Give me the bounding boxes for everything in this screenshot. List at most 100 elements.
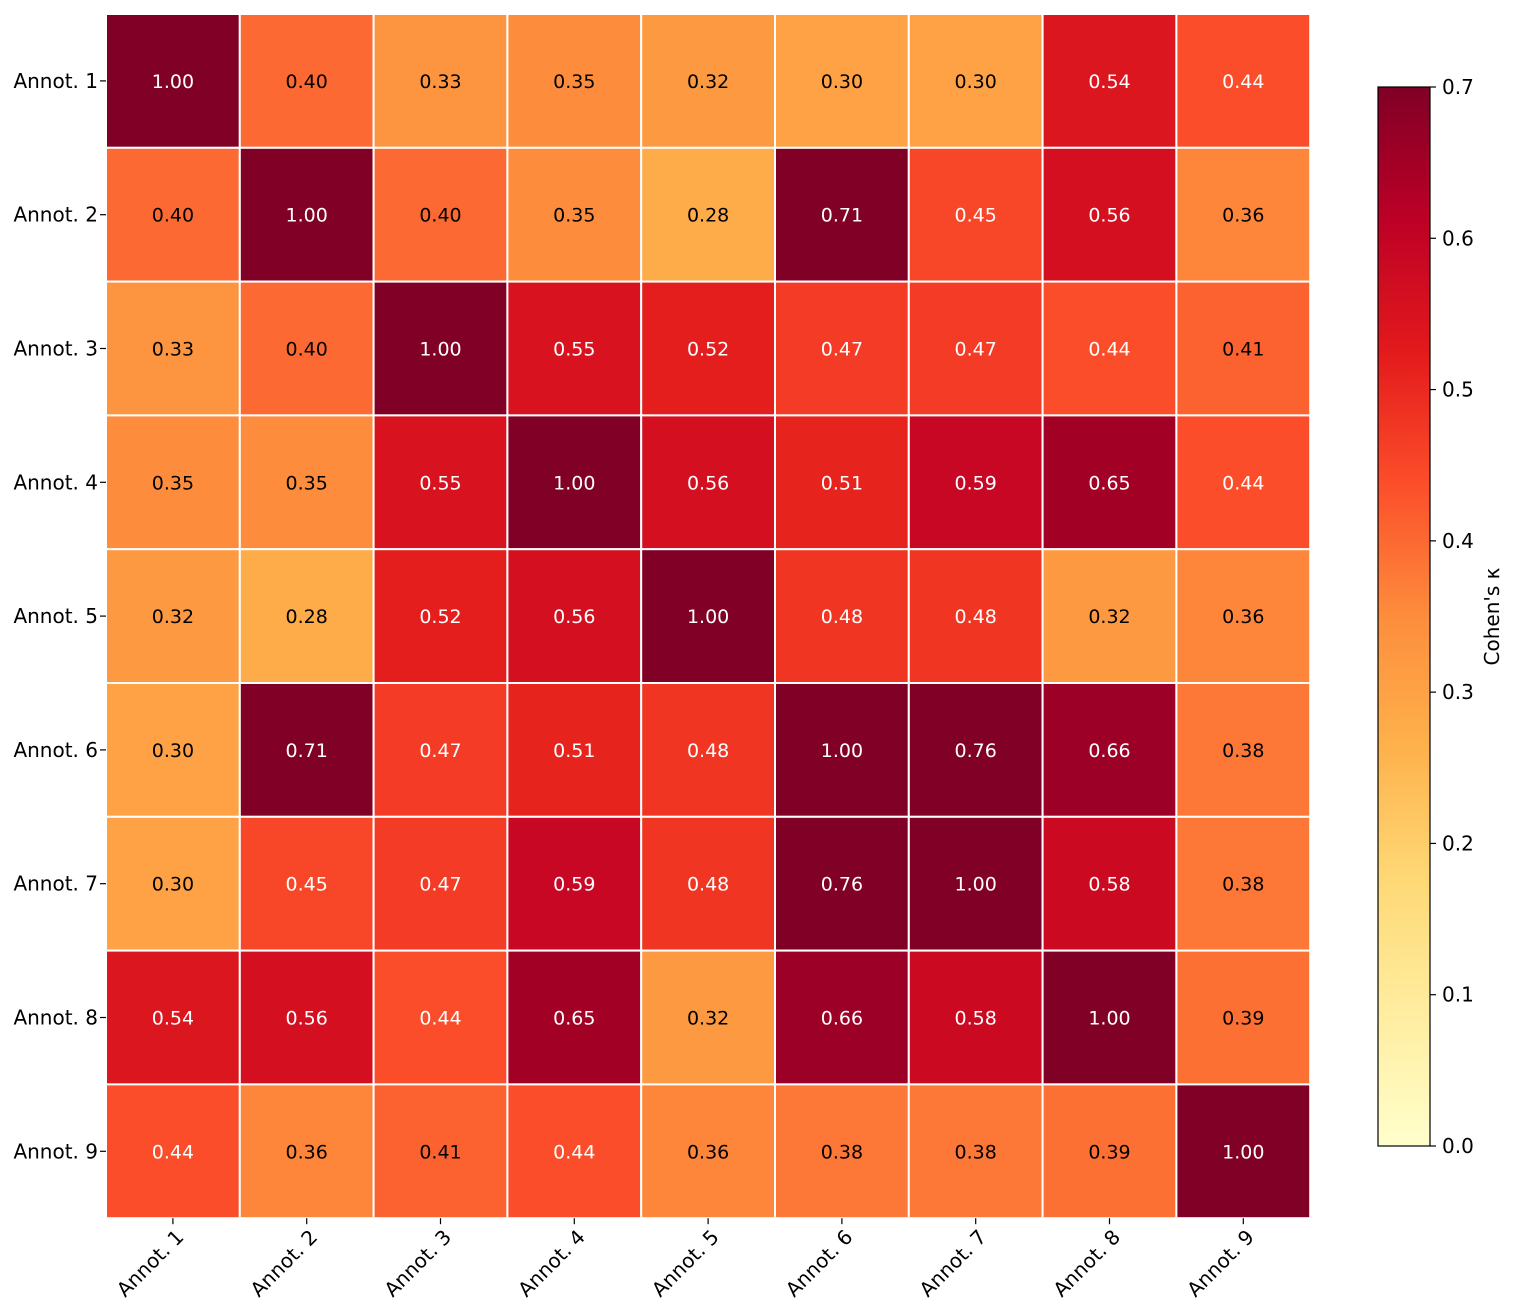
cell-value-label: 0.59 (955, 472, 997, 494)
cell-value-label: 0.59 (553, 874, 595, 896)
cell-value-label: 0.41 (1222, 339, 1264, 361)
heatmap-cell (774, 949, 910, 1086)
heatmap-cell (372, 949, 509, 1086)
x-tick-label: Annot. 7 (914, 1225, 991, 1302)
colorbar-tick-label: 0.1 (1442, 983, 1474, 1007)
x-tick-label: Annot. 1 (112, 1225, 189, 1302)
cell-value-label: 0.39 (1222, 1008, 1264, 1030)
cell-value-label: 0.35 (286, 472, 328, 494)
cell-value-label: 0.30 (821, 71, 863, 93)
cell-value-label: 0.30 (955, 71, 997, 93)
heatmap-cell (506, 1083, 643, 1220)
cell-value-label: 0.66 (1088, 740, 1130, 762)
cell-value-label: 1.00 (687, 606, 729, 628)
cell-value-label: 1.00 (1088, 1008, 1130, 1030)
heatmap-cell (372, 280, 509, 417)
cell-value-label: 0.48 (821, 606, 863, 628)
cell-value-label: 0.36 (286, 1141, 328, 1163)
cell-value-label: 0.51 (821, 472, 863, 494)
cell-value-label: 0.32 (687, 71, 729, 93)
x-tick-label: Annot. 2 (245, 1225, 322, 1302)
cell-value-label: 0.58 (955, 1008, 997, 1030)
cell-value-label: 0.54 (152, 1008, 194, 1030)
cell-value-label: 0.38 (955, 1141, 997, 1163)
heatmap-cell (105, 949, 241, 1086)
cell-value-label: 0.76 (955, 740, 997, 762)
cell-value-label: 0.52 (419, 606, 461, 628)
heatmap-cell (1175, 1083, 1312, 1220)
heatmap-cell (105, 815, 241, 952)
heatmap-cell (506, 548, 643, 685)
heatmap-cell (774, 13, 910, 149)
cell-value-label: 0.76 (821, 874, 863, 896)
heatmap-cell (506, 682, 643, 818)
cell-value-label: 0.35 (553, 71, 595, 93)
cell-value-label: 1.00 (821, 740, 863, 762)
x-tick-label: Annot. 4 (513, 1225, 590, 1302)
colorbar-tick-label: 0.3 (1442, 680, 1474, 704)
heatmap-cell (372, 682, 509, 818)
cell-value-label: 0.45 (955, 205, 997, 227)
cell-value-label: 1.00 (419, 339, 461, 361)
heatmap-cell (1175, 280, 1312, 417)
cell-value-label: 0.40 (286, 339, 328, 361)
cell-value-label: 0.47 (955, 339, 997, 361)
cell-value-label: 0.38 (821, 1141, 863, 1163)
heatmap-cell (105, 1083, 241, 1220)
cell-value-label: 1.00 (286, 205, 328, 227)
colorbar-tick-label: 0.2 (1442, 831, 1474, 855)
cell-value-label: 0.32 (1088, 606, 1130, 628)
cell-value-label: 1.00 (1222, 1141, 1264, 1163)
cell-value-label: 0.44 (152, 1141, 194, 1163)
cell-value-label: 0.66 (821, 1008, 863, 1030)
heatmap-cell (105, 682, 241, 818)
cell-value-label: 0.28 (687, 205, 729, 227)
x-tick-label: Annot. 9 (1182, 1225, 1259, 1302)
heatmap-cell (640, 1083, 777, 1220)
y-tick-labels: Annot. 1 Annot. 2 Annot. 3 Annot. 4 Annot. 5… (13, 69, 106, 1163)
heatmap-cell (640, 280, 777, 417)
cell-value-label: 1.00 (955, 874, 997, 896)
heatmap-cell (238, 682, 375, 818)
x-tick-label: Annot. 6 (781, 1225, 858, 1302)
colorbar-gradient (1377, 86, 1431, 1147)
cell-value-label: 0.40 (419, 205, 461, 227)
heatmap-cell (105, 146, 241, 283)
heatmap-cell (372, 146, 509, 283)
y-tick-label: Annot. 7 (13, 872, 98, 896)
y-tick-label: Annot. 9 (13, 1139, 98, 1163)
heatmap-cell (238, 1083, 375, 1220)
cell-value-label: 0.28 (286, 606, 328, 628)
cell-value-label: 0.40 (152, 205, 194, 227)
heatmap-cells: 1.00 0.40 0.33 0.35 0.32 0.30 0.30 0.54 0.44 0.40… (105, 13, 1312, 1220)
heatmap-cell (907, 280, 1044, 417)
cell-value-label: 0.33 (152, 339, 194, 361)
heatmap-cell (506, 13, 643, 149)
cell-value-label: 0.45 (286, 874, 328, 896)
colorbar-tick-label: 0.7 (1442, 75, 1474, 99)
cell-value-label: 0.38 (1222, 874, 1264, 896)
cell-value-label: 0.51 (553, 740, 595, 762)
heatmap-cell (640, 682, 777, 818)
x-tick-label: Annot. 3 (379, 1225, 456, 1302)
cell-value-label: 0.48 (687, 874, 729, 896)
heatmap-cell (238, 414, 375, 551)
cell-value-label: 1.00 (152, 71, 194, 93)
cell-value-label: 0.33 (419, 71, 461, 93)
cell-value-label: 0.48 (687, 740, 729, 762)
cell-value-label: 0.56 (286, 1008, 328, 1030)
y-tick-label: Annot. 5 (13, 604, 98, 628)
cell-value-label: 0.47 (821, 339, 863, 361)
cell-value-label: 0.39 (1088, 1141, 1130, 1163)
heatmap-cell (774, 682, 910, 818)
heatmap-cell (238, 815, 375, 952)
heatmap-cell (907, 815, 1044, 952)
cell-value-label: 0.48 (955, 606, 997, 628)
cell-value-label: 0.47 (419, 740, 461, 762)
cell-value-label: 0.35 (553, 205, 595, 227)
cell-value-label: 0.36 (1222, 606, 1264, 628)
cell-value-label: 0.36 (687, 1141, 729, 1163)
heatmap-cell (238, 13, 375, 149)
heatmap-cell (105, 548, 241, 685)
